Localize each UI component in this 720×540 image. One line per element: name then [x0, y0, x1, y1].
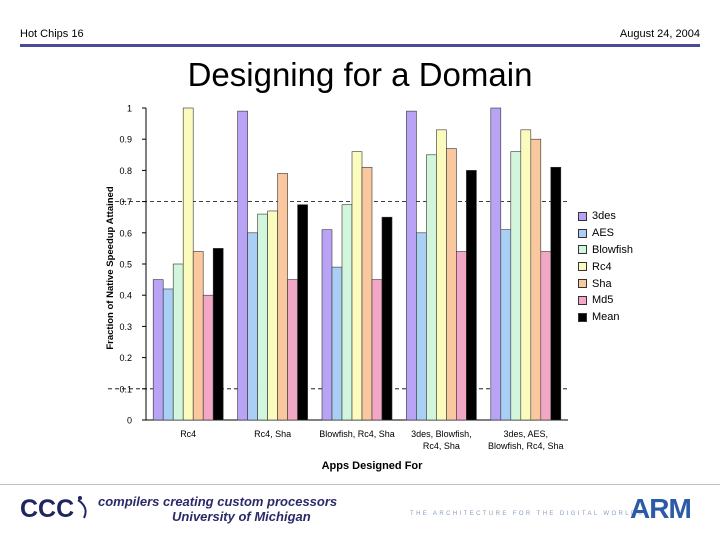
- legend-label: Blowfish: [592, 243, 633, 256]
- bar-mean-4: [550, 166, 562, 421]
- arm-logo: ARM: [630, 493, 692, 524]
- legend-swatch: [578, 245, 587, 255]
- x-tick-label: Blowfish, Rc4, Sha: [319, 429, 395, 439]
- bar-3des-0: [152, 279, 164, 421]
- header-date: August 24, 2004: [619, 28, 700, 40]
- legend-swatch: [578, 228, 587, 238]
- slide-title: Designing for a Domain: [187, 56, 533, 93]
- x-tick-label: Rc4, Sha: [254, 429, 291, 439]
- legend-item-sha: Sha: [578, 275, 633, 292]
- bar-sha-0: [192, 251, 204, 421]
- legend-label: Sha: [592, 277, 612, 290]
- bar-mean-1: [297, 204, 308, 421]
- x-tick-label: Blowfish, Rc4, Sha: [488, 441, 564, 451]
- chart-legend: 3des AES Blowfish Rc4 Sha Md5 Mean: [578, 208, 633, 326]
- bar-aes-2: [331, 266, 343, 421]
- y-tick-label: 0.8: [119, 166, 132, 176]
- y-tick-label: 0.9: [119, 135, 132, 145]
- y-tick-label: 0.5: [119, 260, 132, 270]
- bar-mean-0: [212, 248, 224, 421]
- bar-sha-2: [361, 166, 373, 421]
- legend-item-mean: Mean: [578, 309, 633, 326]
- legend-label: Rc4: [592, 260, 612, 273]
- y-tick-label: 0: [127, 416, 132, 426]
- bar-3des-2: [321, 229, 333, 421]
- arm-tagline: THE ARCHITECTURE FOR THE DIGITAL WORLD®: [410, 511, 645, 517]
- bar-sha-3: [446, 148, 457, 421]
- bar-blowfish-1: [257, 213, 268, 421]
- bar-sha-4: [530, 138, 542, 421]
- legend-swatch: [578, 211, 587, 221]
- legend-item-blowfish: Blowfish: [578, 242, 633, 259]
- y-tick-label: 0.6: [119, 228, 132, 238]
- bar-rc4-4: [520, 129, 532, 421]
- footer-rule: [0, 484, 720, 485]
- bar-sha-1: [277, 173, 288, 421]
- ccc-logo-text: CCC: [20, 495, 74, 523]
- y-tick-label: 1: [127, 104, 132, 114]
- y-tick-label: 0.1: [119, 384, 132, 394]
- bar-rc4-1: [267, 210, 278, 421]
- bar-rc4-3: [436, 129, 447, 421]
- legend-swatch: [578, 312, 587, 322]
- x-axis-title: Apps Designed For: [322, 460, 424, 472]
- bar-aes-0: [162, 288, 174, 421]
- y-tick-label: 0.4: [119, 291, 132, 301]
- legend-item-aes: AES: [578, 225, 633, 242]
- footer-tagline-2: University of Michigan: [172, 509, 311, 524]
- legend-swatch: [578, 295, 587, 305]
- legend-swatch: [578, 279, 587, 289]
- x-tick-label: Rc4, Sha: [423, 441, 460, 451]
- bar-md5-3: [456, 251, 467, 421]
- bar-aes-1: [247, 232, 258, 421]
- bar-3des-4: [490, 107, 502, 421]
- bar-aes-4: [500, 229, 512, 421]
- header-rule: [20, 44, 700, 47]
- x-tick-label: 3des, AES,: [504, 429, 549, 439]
- bar-rc4-2: [351, 151, 363, 421]
- bar-blowfish-2: [341, 204, 353, 421]
- bar-mean-3: [466, 170, 477, 421]
- bar-aes-3: [416, 232, 427, 421]
- bar-rc4-0: [182, 107, 194, 421]
- header-left-text: Hot Chips 16: [20, 28, 84, 40]
- bar-md5-0: [202, 294, 214, 421]
- bar-md5-1: [287, 279, 298, 421]
- bar-md5-4: [540, 251, 552, 421]
- ccc-logo-icon: CCC: [20, 495, 87, 523]
- bar-blowfish-3: [426, 154, 437, 421]
- legend-item-3des: 3des: [578, 208, 633, 225]
- bar-blowfish-4: [510, 151, 522, 421]
- bar-md5-2: [371, 279, 383, 421]
- y-tick-label: 0.7: [119, 197, 132, 207]
- bar-3des-3: [406, 110, 417, 421]
- legend-item-md5: Md5: [578, 292, 633, 309]
- bar-mean-2: [381, 216, 393, 421]
- y-tick-label: 0.3: [119, 322, 132, 332]
- footer-tagline-1: compilers creating custom processors: [98, 494, 338, 509]
- x-tick-label: Rc4: [180, 429, 196, 439]
- legend-swatch: [578, 262, 587, 272]
- legend-item-rc4: Rc4: [578, 258, 633, 275]
- y-axis-title: Fraction of Native Speedup Attained: [105, 186, 116, 349]
- y-tick-label: 0.2: [119, 353, 132, 363]
- bar-3des-1: [237, 110, 248, 421]
- legend-label: Mean: [592, 311, 620, 324]
- legend-label: 3des: [592, 210, 616, 223]
- x-tick-label: 3des, Blowfish,: [411, 429, 472, 439]
- legend-label: AES: [592, 227, 615, 240]
- bar-blowfish-0: [172, 263, 184, 421]
- legend-label: Md5: [592, 294, 614, 307]
